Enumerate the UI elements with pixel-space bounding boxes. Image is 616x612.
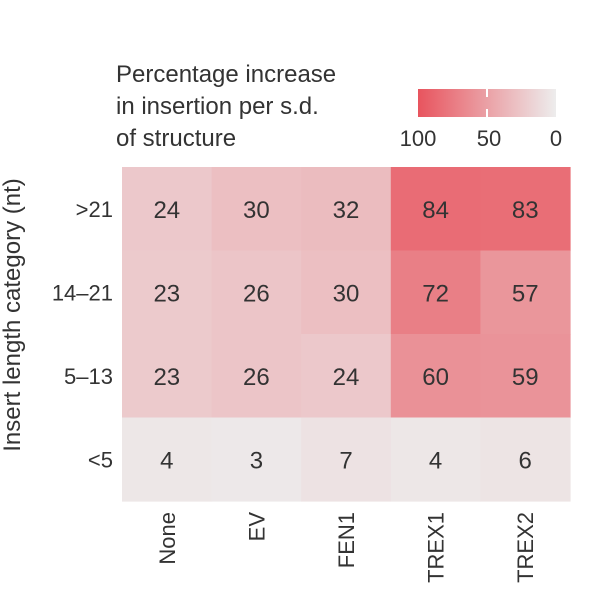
heatmap-cell	[122, 334, 213, 419]
heatmap-cell	[390, 417, 481, 502]
heatmap-cell	[301, 167, 392, 252]
heatmap-cell	[122, 167, 213, 252]
heatmap-cell-value: 4	[160, 447, 173, 474]
heatmap-cell-value: 26	[243, 280, 270, 307]
colorbar-tick-0: 0	[550, 126, 562, 151]
heatmap-cell	[480, 167, 571, 252]
heatmap-cell	[480, 417, 571, 502]
legend-title-line-3: of structure	[116, 125, 236, 152]
heatmap-cell-value: 26	[243, 364, 270, 391]
heatmap-cell	[390, 334, 481, 419]
legend-title-line-2: in insertion per s.d.	[116, 93, 319, 120]
heatmap-cell	[122, 417, 213, 502]
heatmap-cell	[211, 250, 302, 335]
colorbar-tick-100: 100	[400, 126, 437, 151]
heatmap-cell-value: 3	[250, 447, 263, 474]
heatmap-cell	[301, 250, 392, 335]
heatmap-cell-value: 6	[519, 447, 532, 474]
heatmap-cell-value: 72	[422, 280, 449, 307]
heatmap-cell-value: 23	[153, 364, 180, 391]
heatmap-cell-value: 24	[333, 364, 360, 391]
heatmap-cell	[301, 417, 392, 502]
column-tick-label: None	[155, 512, 180, 565]
heatmap-cell	[211, 417, 302, 502]
heatmap-cell-value: 59	[512, 364, 539, 391]
heatmap-cell-value: 30	[333, 280, 360, 307]
heatmap-cell-value: 30	[243, 197, 270, 224]
heatmap-cell	[211, 334, 302, 419]
column-tick-label: FEN1	[334, 512, 359, 568]
heatmap-cell-value: 23	[153, 280, 180, 307]
heatmap-cell-value: 24	[153, 197, 180, 224]
legend-title-line-1: Percentage increase	[116, 61, 336, 88]
column-tick-label: EV	[244, 512, 269, 542]
heatmap-cell-value: 7	[339, 447, 352, 474]
row-tick-label: >21	[76, 197, 113, 222]
colorbar-tick-50: 50	[477, 126, 501, 151]
row-tick-label: <5	[88, 447, 113, 472]
heatmap-cells	[122, 167, 571, 502]
column-tick-label: TREX1	[424, 512, 449, 583]
heatmap-cell-value: 4	[429, 447, 442, 474]
row-tick-label: 14–21	[52, 280, 113, 305]
heatmap-cell-value: 84	[422, 197, 449, 224]
heatmap-cell	[122, 250, 213, 335]
heatmap-cell-value: 57	[512, 280, 539, 307]
heatmap-cell-labels: 24 30 32 84 83 23 26 30 72 57 23 26 24 60 59 4 3 7 4 6	[153, 197, 538, 475]
heatmap-cell	[301, 334, 392, 419]
y-axis-label: Insert length category (nt)	[0, 178, 26, 451]
row-tick-label: 5–13	[64, 364, 113, 389]
heatmap-cell-value: 83	[512, 197, 539, 224]
heatmap-cell	[480, 250, 571, 335]
column-tick-label: TREX2	[513, 512, 538, 583]
column-labels: None EV FEN1 TREX1 TREX2	[155, 512, 538, 583]
heatmap-cell-value: 60	[422, 364, 449, 391]
heatmap-cell	[390, 250, 481, 335]
heatmap-cell	[480, 334, 571, 419]
heatmap-cell	[390, 167, 481, 252]
heatmap-cell	[211, 167, 302, 252]
row-labels: >21 14–21 5–13 <5	[52, 197, 113, 473]
heatmap-cell-value: 32	[333, 197, 360, 224]
